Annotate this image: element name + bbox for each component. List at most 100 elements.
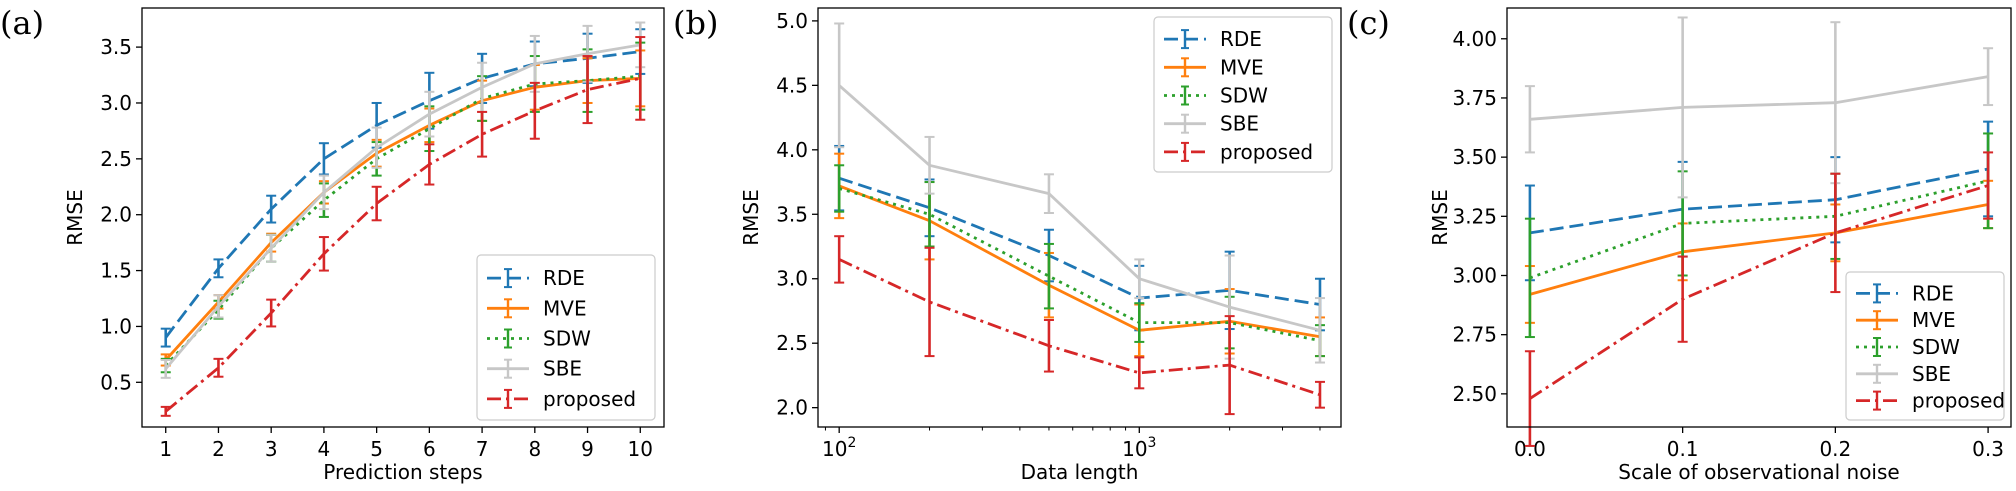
series-line (1529, 75, 1989, 121)
y-tick-label: 2.0 (776, 396, 808, 420)
legend-label: MVE (1220, 55, 1264, 79)
chart-panel-3: (c)2.502.753.003.253.503.754.000.0 0.1 0.2… (1347, 4, 2012, 484)
y-tick-label: 3.50 (1452, 145, 1497, 169)
legend-label: SBE (1220, 112, 1259, 136)
legend-item-proposed: proposed (1856, 389, 2005, 413)
series-line (838, 187, 1321, 342)
panel-label: (c) (1347, 4, 1390, 42)
legend-item-sbe: SBE (1856, 362, 1951, 386)
x-axis-label: Prediction steps (323, 460, 482, 484)
legend-item-proposed: proposed (1164, 140, 1313, 164)
series-sdw (834, 164, 1325, 358)
legend-box (476, 254, 656, 421)
y-tick-label: 4.0 (776, 138, 808, 162)
legend-label: proposed (543, 387, 636, 411)
y-tick-label: 4.5 (776, 73, 808, 97)
series-line (1529, 167, 1989, 235)
y-tick-label: 3.0 (776, 267, 808, 291)
x-axis-label: Data length (1021, 460, 1139, 484)
legend-item-mve: MVE (1856, 308, 1956, 332)
legend-item-sdw: SDW (487, 327, 591, 351)
series-line (1529, 179, 1989, 280)
series-line (1529, 184, 1989, 400)
x-tick-label: 7 (476, 437, 489, 461)
legend-label: RDE (1220, 27, 1262, 51)
legend-item-mve: MVE (1164, 55, 1264, 79)
x-tick-label: 2 (212, 437, 225, 461)
y-tick-label: 3.00 (1452, 263, 1497, 287)
series-line (164, 77, 641, 413)
legend-label: MVE (543, 296, 587, 320)
series-rde (1524, 120, 1994, 282)
plot-frame (1506, 7, 2012, 428)
legend-item-sdw: SDW (1856, 335, 1960, 359)
legend-label: SDW (543, 327, 591, 351)
series-proposed (834, 235, 1325, 416)
series-line (838, 184, 1321, 339)
series-proposed (160, 36, 646, 417)
y-tick-label: 1.0 (100, 314, 132, 338)
legend-label: proposed (1220, 140, 1313, 164)
series-group (160, 21, 646, 417)
x-tick-label: 6 (423, 437, 436, 461)
y-axis-label: RMSE (739, 189, 763, 245)
x-tick-label: 9 (581, 437, 594, 461)
x-tick-label: 3 (265, 437, 278, 461)
y-tick-label: 3.0 (100, 91, 132, 115)
legend-label: RDE (543, 266, 585, 290)
legend-label: RDE (1912, 281, 1954, 305)
x-tick-exponent: 2 (847, 435, 856, 451)
legend-item-rde: RDE (487, 266, 585, 290)
series-line (164, 50, 641, 339)
plot-frame (817, 7, 1342, 428)
series-line (164, 74, 641, 367)
legend-item-sbe: SBE (1164, 112, 1259, 136)
series-group (1524, 16, 1994, 447)
legend-label: SBE (1912, 362, 1951, 386)
y-axis-label: RMSE (1428, 189, 1452, 245)
y-tick-label: 1.5 (100, 259, 132, 283)
y-tick-label: 2.50 (1452, 382, 1497, 406)
legend-item-rde: RDE (1164, 27, 1262, 51)
y-tick-label: 5.0 (776, 9, 808, 33)
y-axis-label: RMSE (63, 189, 87, 245)
legend-label: MVE (1912, 308, 1956, 332)
y-tick-label: 3.75 (1452, 86, 1497, 110)
y-tick-label: 3.5 (776, 202, 808, 226)
series-group (834, 22, 1325, 416)
legend-item-proposed: proposed (487, 387, 636, 411)
series-line (164, 43, 641, 370)
x-tick-label: 102 (822, 435, 856, 461)
legend-label: SDW (1912, 335, 1960, 359)
y-tick-label: 2.5 (100, 147, 132, 171)
y-tick-label: 2.5 (776, 331, 808, 355)
x-tick-label: 103 (1122, 435, 1156, 461)
y-tick-label: 2.75 (1452, 323, 1497, 347)
legend: RDE MVE SDW SBE proposed (476, 254, 656, 421)
panel-label: (b) (673, 4, 718, 42)
series-rde (834, 144, 1325, 332)
y-tick-label: 3.5 (100, 35, 132, 59)
x-tick-exponent: 3 (1148, 435, 1157, 451)
series-line (164, 77, 641, 361)
legend-item-mve: MVE (487, 296, 587, 320)
chart-panel-1: (a) 0.5 1.0 1.5 2.0 2.5 3.0 3.5 1 2 3 4 5 6 7 8 9 10 Predi… (0, 4, 665, 484)
legend-box (1153, 16, 1333, 173)
x-tick-label: 0.2 (1819, 437, 1851, 461)
legend-item-sdw: SDW (1164, 84, 1268, 108)
legend-label: SBE (543, 357, 582, 381)
legend-item-sbe: SBE (487, 357, 582, 381)
y-tick-label: 2.0 (100, 203, 132, 227)
series-sbe (1524, 16, 1994, 199)
series-line (838, 176, 1321, 306)
x-axis-label: Scale of observational noise (1618, 460, 1899, 484)
y-tick-label: 4.00 (1452, 27, 1497, 51)
legend-item-rde: RDE (1856, 281, 1954, 305)
legend-box (1845, 271, 2005, 421)
legend: RDE MVE SDW SBE proposed (1153, 16, 1333, 173)
series-sbe (160, 21, 646, 379)
x-tick-label: 10 (628, 437, 653, 461)
series-line (838, 258, 1321, 397)
panel-label: (a) (0, 4, 44, 42)
